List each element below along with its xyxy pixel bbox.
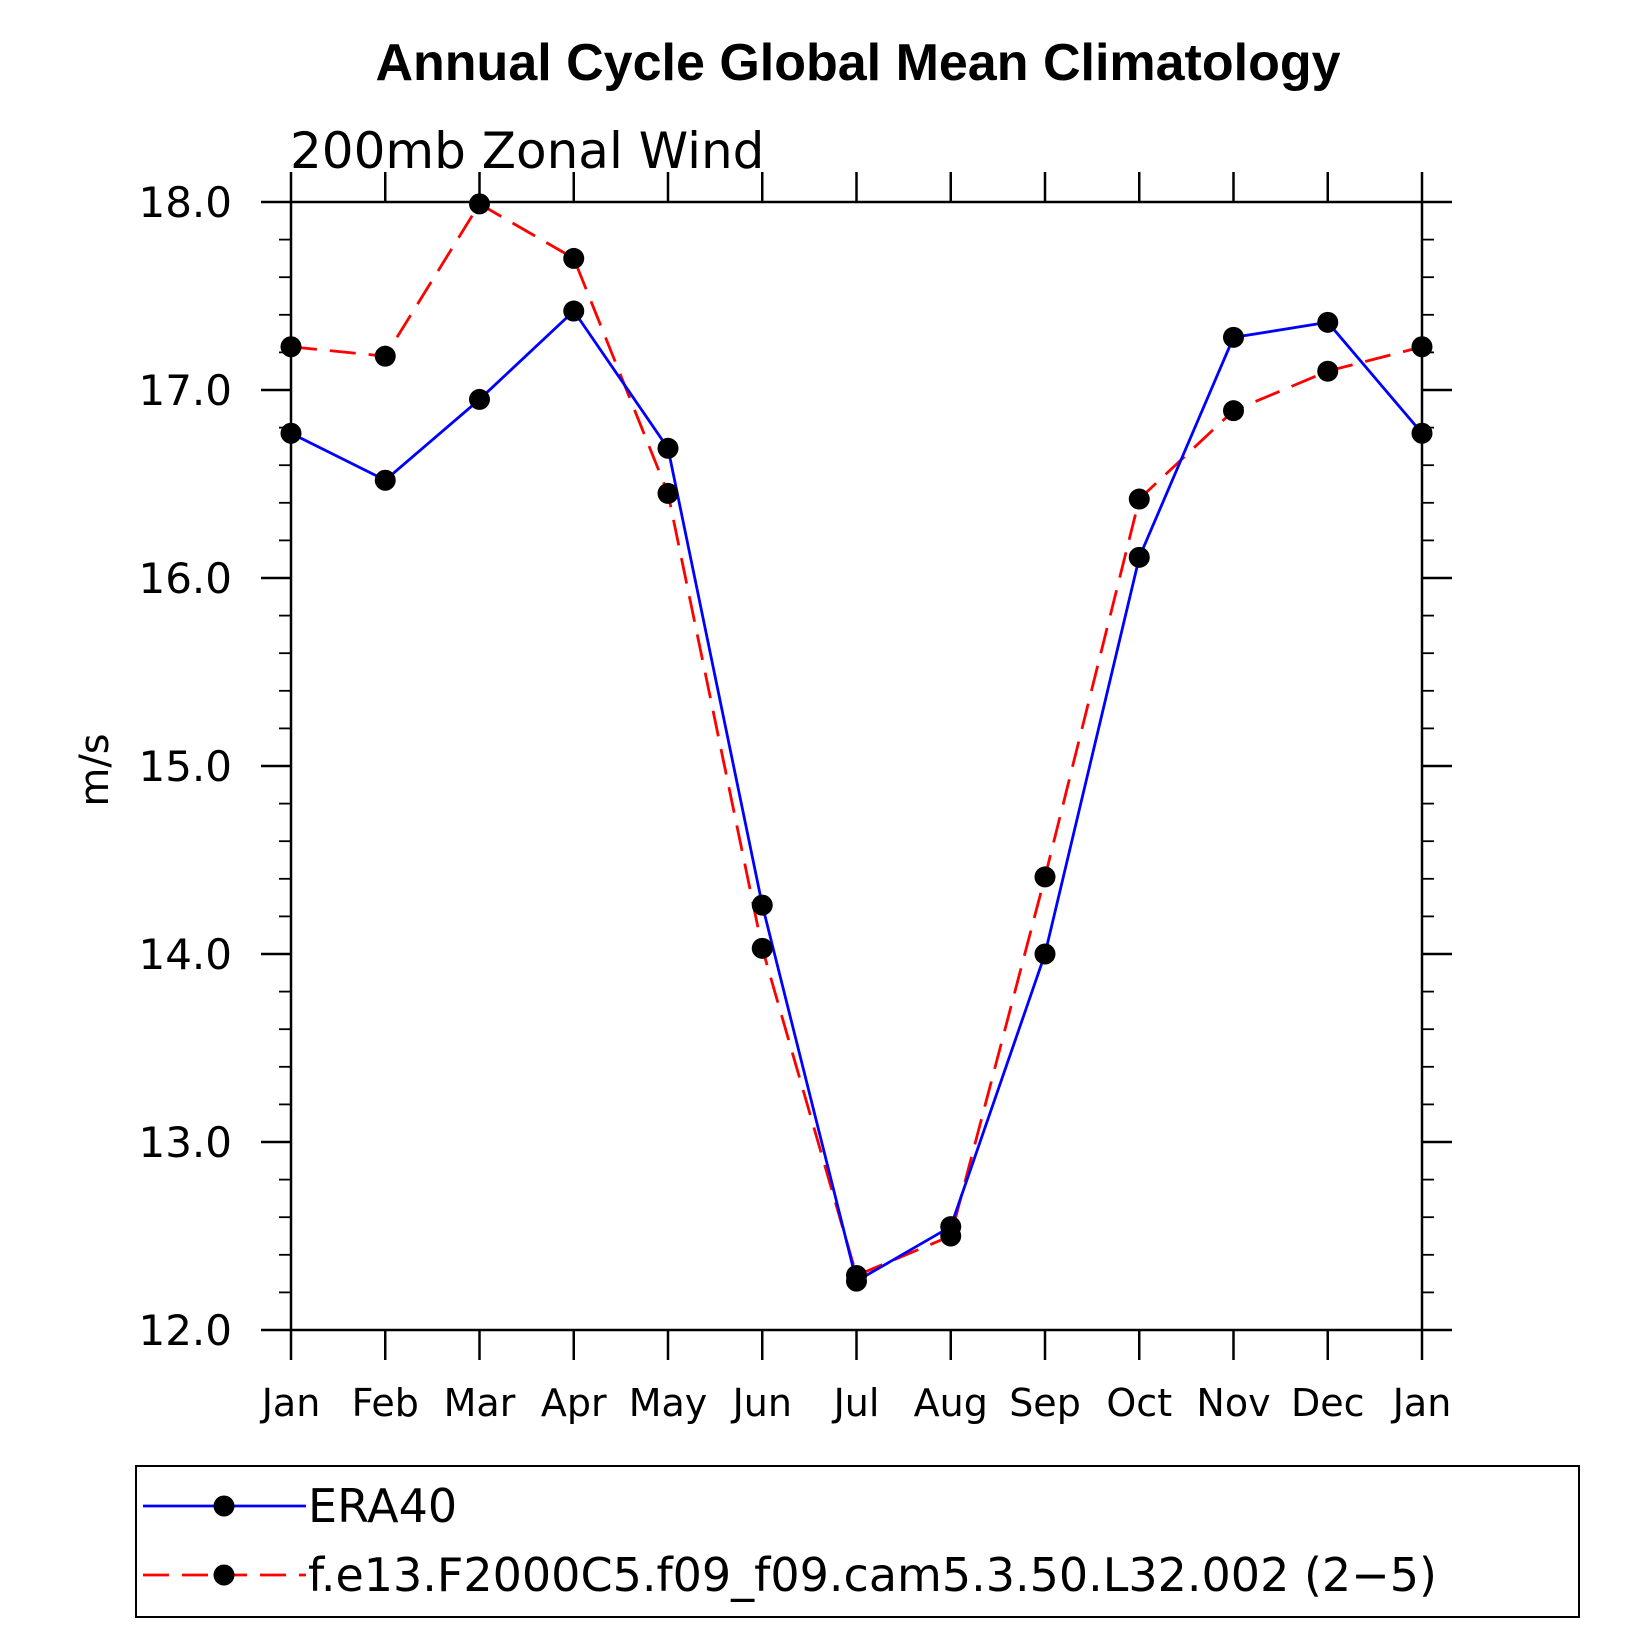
legend: ERA40 f.e13.F2000C5.f09_f09.cam5.3.50.L32… xyxy=(135,1465,1580,1618)
x-tick-label: Jan xyxy=(1391,1381,1452,1425)
x-tick-label: Oct xyxy=(1106,1381,1172,1425)
series-line xyxy=(290,308,1424,1284)
data-point xyxy=(1034,866,1056,888)
data-point xyxy=(374,345,396,367)
x-tick-label: Dec xyxy=(1291,1381,1365,1425)
x-tick-label: Nov xyxy=(1196,1381,1270,1425)
data-point xyxy=(469,193,490,215)
x-tick-label: Jan xyxy=(260,1381,321,1425)
legend-box xyxy=(135,1465,1580,1618)
data-point xyxy=(846,1264,867,1286)
legend-swatch-marker xyxy=(213,1495,235,1517)
data-point xyxy=(657,482,679,504)
data-point xyxy=(280,422,302,444)
y-tick-label: 12.0 xyxy=(138,1306,232,1355)
data-point xyxy=(940,1225,962,1247)
data-point xyxy=(1128,488,1150,510)
y-tick-label: 17.0 xyxy=(138,366,232,415)
chart-subtitle: 200mb Zonal Wind xyxy=(290,122,764,180)
data-point xyxy=(1317,360,1339,382)
y-tick-label: 16.0 xyxy=(138,554,232,603)
data-point xyxy=(657,437,679,459)
data-point xyxy=(1034,943,1056,965)
data-point xyxy=(1411,422,1433,444)
x-tick-label: Sep xyxy=(1009,1381,1081,1425)
x-tick-label: Aug xyxy=(914,1381,988,1425)
legend-entry-label: f.e13.F2000C5.f09_f09.cam5.3.50.L32.002 … xyxy=(308,1548,1437,1602)
data-point xyxy=(563,300,585,322)
y-tick-label: 13.0 xyxy=(138,1118,232,1167)
y-tick-label: 14.0 xyxy=(138,930,232,979)
x-tick-label: Apr xyxy=(541,1381,607,1425)
x-tick-label: Mar xyxy=(444,1381,516,1425)
data-point xyxy=(1223,326,1244,348)
data-point xyxy=(374,469,396,491)
data-point xyxy=(563,247,585,269)
y-axis-label: m/s xyxy=(72,733,118,806)
data-point xyxy=(1411,336,1433,358)
x-tick-label: Jun xyxy=(731,1381,792,1425)
series-layer xyxy=(280,193,1433,1292)
chart-title: Annual Cycle Global Mean Climatology xyxy=(375,34,1340,92)
data-point xyxy=(751,894,773,916)
data-point xyxy=(280,336,302,358)
x-tick-label: Feb xyxy=(352,1381,419,1425)
axes: 12.0 13.0 14.0 15.0 16.0 17.0 18.0 Jan Feb Mar Apr… xyxy=(138,172,1452,1425)
data-point xyxy=(469,388,490,410)
y-tick-label: 18.0 xyxy=(138,178,232,227)
x-tick-label: May xyxy=(629,1381,708,1425)
y-tick-label: 15.0 xyxy=(138,742,232,791)
legend-swatch-marker xyxy=(213,1564,235,1586)
x-tick-label: Jul xyxy=(832,1381,880,1425)
data-point xyxy=(751,937,773,959)
plot-frame xyxy=(289,200,1424,1332)
data-point xyxy=(1223,400,1244,422)
data-point xyxy=(1128,546,1150,568)
data-point xyxy=(1317,311,1339,333)
legend-entry-label: ERA40 xyxy=(308,1479,457,1533)
series-line xyxy=(290,202,1423,1278)
